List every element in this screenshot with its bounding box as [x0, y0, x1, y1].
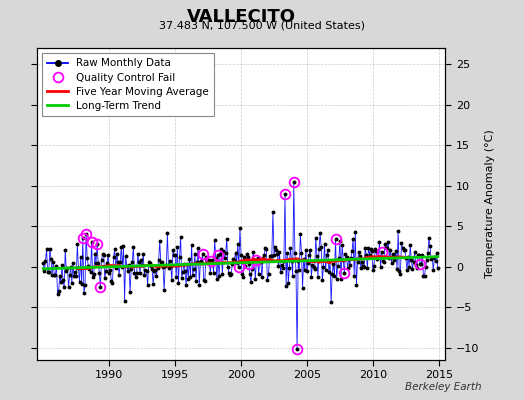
Text: 37.483 N, 107.500 W (United States): 37.483 N, 107.500 W (United States): [159, 21, 365, 31]
Legend: Raw Monthly Data, Quality Control Fail, Five Year Moving Average, Long-Term Tren: Raw Monthly Data, Quality Control Fail, …: [42, 53, 214, 116]
Text: Berkeley Earth: Berkeley Earth: [406, 382, 482, 392]
Y-axis label: Temperature Anomaly (°C): Temperature Anomaly (°C): [485, 130, 495, 278]
Title: VALLECITO: VALLECITO: [187, 8, 296, 26]
